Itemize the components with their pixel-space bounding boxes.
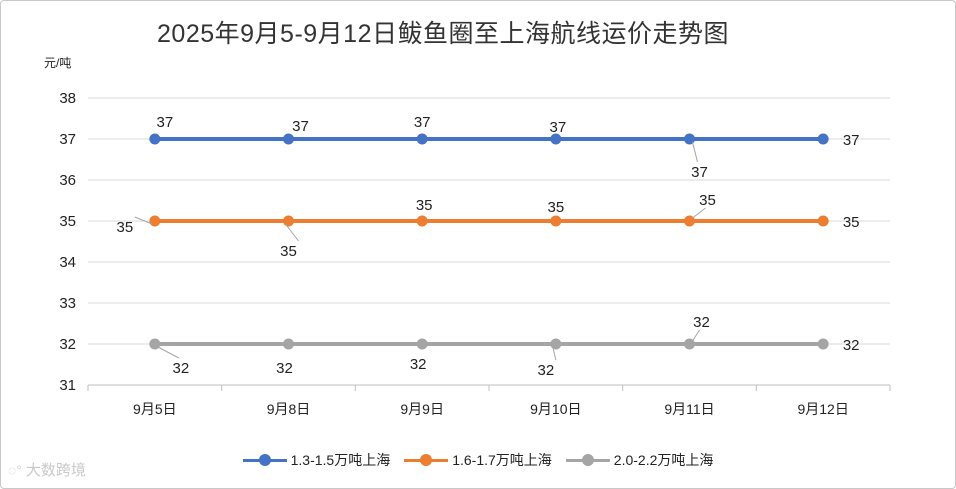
data-point [416,215,428,227]
label-leader-line [692,141,698,163]
data-point [283,133,294,145]
data-point [149,338,161,350]
data-point [416,133,428,145]
data-point [149,215,161,227]
x-tick-label: 9月5日 [133,401,177,417]
legend-item-series-3[interactable]: 2.0-2.2万吨上海 [565,450,714,470]
data-point [817,338,829,350]
legend-swatch-series-1 [242,454,287,466]
data-point [550,338,562,350]
label-leader-line [552,346,557,361]
watermark: ◌° 大数跨境 [8,459,86,480]
data-label: 35 [116,219,133,236]
data-label: 35 [699,192,716,209]
x-tick-label: 9月9日 [400,401,444,417]
data-label: 35 [843,214,860,231]
legend-label-series-2: 1.6-1.7万吨上海 [452,452,552,468]
data-point [817,133,829,145]
x-tick-label: 9月8日 [267,401,311,417]
x-tick-label: 9月11日 [664,401,714,417]
y-tick-label: 35 [59,213,76,230]
data-label: 37 [549,119,566,136]
legend: 1.3-1.5万吨上海 1.6-1.7万吨上海 2.0-2.2万吨上海 [0,450,956,470]
data-point [416,338,428,350]
label-leader-line [692,329,700,342]
data-label: 32 [537,362,554,379]
y-tick-label: 32 [59,336,76,353]
data-label: 35 [280,243,297,260]
data-label: 37 [156,114,173,131]
series-3: 32 32 32 32 32 32 [149,314,860,379]
data-label: 32 [276,360,293,377]
legend-label-series-3: 2.0-2.2万吨上海 [613,452,714,468]
data-point [684,215,695,227]
data-point [550,133,562,145]
y-tick-label: 34 [59,254,76,271]
y-unit-label: 元/吨 [44,56,72,70]
y-tick-label: 38 [59,90,76,107]
chat-bubble-icon: ◌° [8,461,22,478]
legend-swatch-series-3 [565,454,610,466]
data-label: 32 [172,360,189,377]
data-point [149,133,161,145]
legend-swatch-series-2 [404,454,449,466]
data-label: 32 [693,314,710,331]
series-2: 35 35 35 35 35 35 [116,192,859,260]
legend-item-series-1[interactable]: 1.3-1.5万吨上海 [242,450,391,470]
data-point [684,338,695,350]
data-point [817,215,829,227]
label-leader-line [285,223,299,242]
data-point [283,215,294,227]
y-tick-label: 33 [59,295,76,312]
data-point [283,338,294,350]
label-leader-line [134,216,153,225]
data-label: 37 [843,132,860,149]
y-tick-label: 37 [59,131,76,148]
data-label: 35 [416,197,433,214]
data-label: 32 [843,337,860,354]
data-label: 32 [410,356,427,373]
y-tick-label: 36 [59,172,76,189]
y-tick-label: 31 [59,377,76,394]
data-label: 37 [691,164,708,181]
data-label: 37 [414,114,431,131]
legend-item-series-2[interactable]: 1.6-1.7万吨上海 [404,450,552,470]
data-label: 37 [292,118,309,135]
label-leader-line [157,346,180,359]
data-point [550,215,562,227]
series-1: 37 37 37 37 37 37 [149,114,860,181]
label-leader-line [692,207,706,219]
x-tick-label: 9月10日 [530,401,581,417]
watermark-text: 大数跨境 [25,462,86,479]
data-label: 35 [547,199,564,216]
x-tick-label: 9月12日 [797,401,848,417]
chart-title: 2025年9月5-9月12日鲅鱼圈至上海航线运价走势图 [157,20,729,48]
legend-label-series-1: 1.3-1.5万吨上海 [290,452,391,468]
data-point [684,133,695,145]
